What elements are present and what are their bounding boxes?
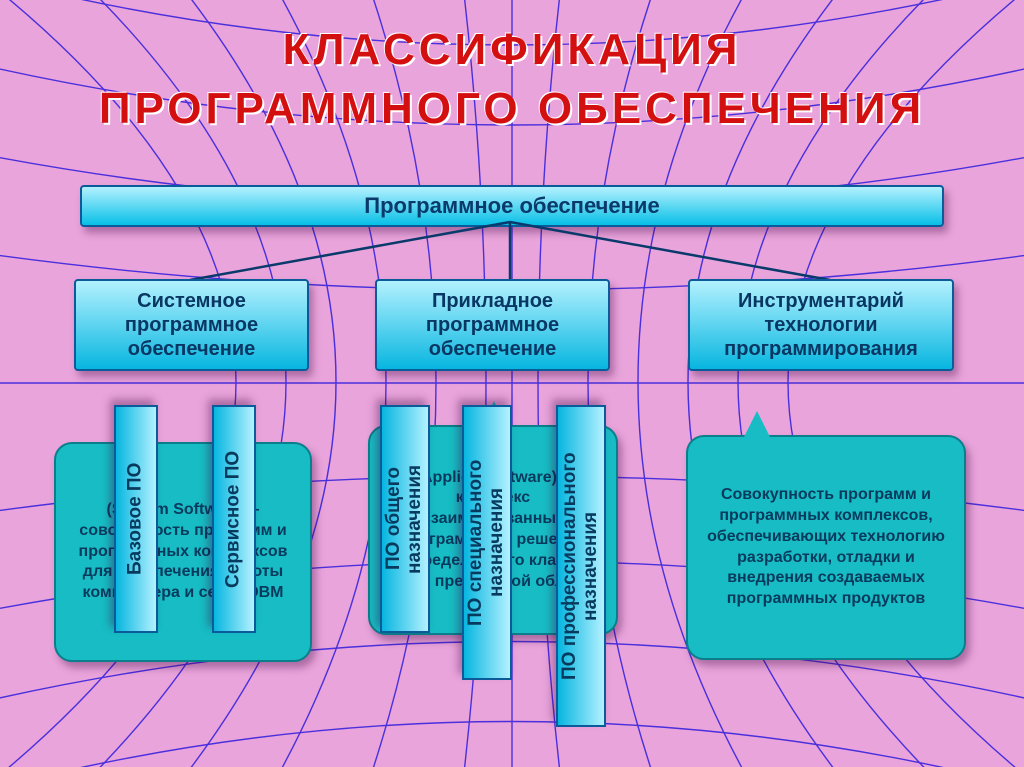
vertical-special-purpose: ПО специального назначения	[462, 405, 512, 680]
vertical-service-software: Сервисное ПО	[212, 405, 256, 633]
callout-system: (System Software) – совокупность програм…	[54, 442, 312, 662]
vertical-general-purpose: ПО общего назначения	[380, 405, 430, 633]
vertical-professional-purpose: ПО профессионального назначения	[556, 405, 606, 727]
callout-text: Совокупность программ и программных комп…	[702, 485, 950, 610]
callout-tools: Совокупность программ и программных комп…	[686, 435, 966, 660]
category-applied-software: Прикладное программное обеспечение	[375, 279, 610, 371]
category-programming-tools: Инструментарий технологии программирован…	[688, 279, 954, 371]
callout-tail-icon	[743, 411, 771, 439]
main-title: КЛАССИФИКАЦИЯ ПРОГРАММНОГО ОБЕСПЕЧЕНИЯ	[0, 20, 1024, 139]
category-system-software: Системное программное обеспечение	[74, 279, 309, 371]
vertical-base-software: Базовое ПО	[114, 405, 158, 633]
callout-text: (System Software) – совокупность програм…	[70, 500, 296, 604]
